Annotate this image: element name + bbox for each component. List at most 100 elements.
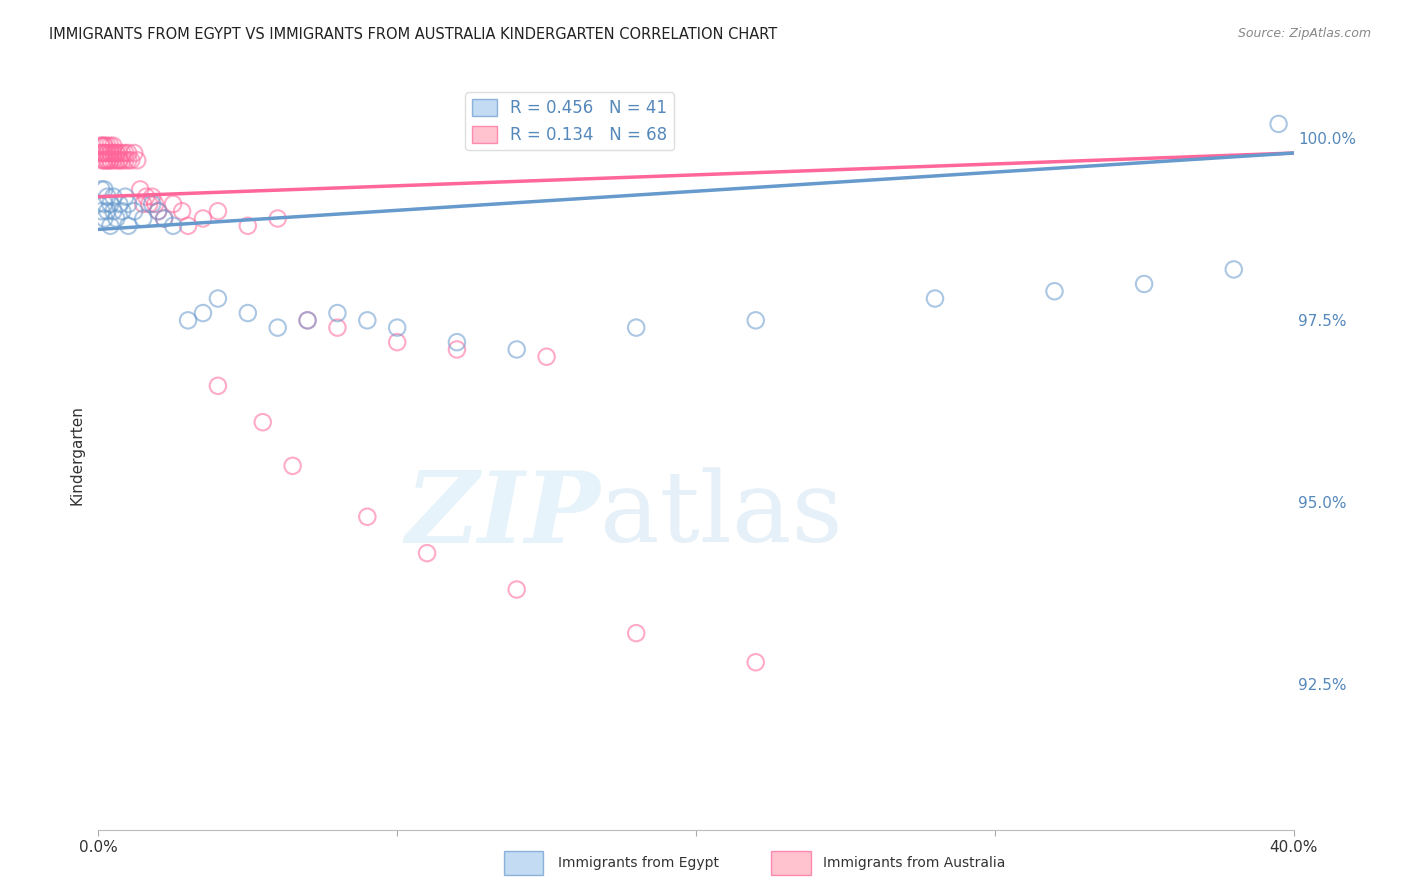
Point	[385, 335, 409, 350]
Point	[90, 182, 112, 196]
Point	[138, 197, 160, 211]
Point	[103, 138, 125, 153]
Point	[236, 219, 259, 233]
Point	[207, 204, 229, 219]
Point	[93, 211, 115, 226]
Point	[1223, 262, 1246, 277]
Point	[267, 320, 290, 334]
Point	[120, 153, 142, 168]
Point	[90, 138, 112, 153]
Point	[108, 146, 131, 161]
Text: Immigrants from Egypt: Immigrants from Egypt	[558, 855, 720, 870]
Point	[162, 219, 184, 233]
Point	[96, 146, 118, 161]
Point	[105, 146, 128, 161]
Point	[1133, 277, 1156, 291]
Point	[96, 189, 118, 203]
Point	[148, 204, 170, 219]
Point	[98, 146, 122, 161]
Point	[93, 182, 115, 196]
Point	[127, 153, 149, 168]
Point	[117, 146, 139, 161]
Point	[385, 320, 409, 334]
Point	[191, 211, 214, 226]
Point	[108, 197, 131, 211]
Point	[252, 415, 274, 429]
Point	[90, 146, 112, 161]
Point	[117, 219, 139, 233]
Point	[626, 626, 648, 640]
Point	[105, 211, 128, 226]
Point	[207, 292, 229, 306]
Point	[103, 189, 125, 203]
Point	[93, 146, 115, 161]
Point	[356, 509, 378, 524]
Point	[236, 306, 259, 320]
Point	[98, 197, 122, 211]
Point	[172, 204, 194, 219]
Point	[446, 343, 468, 357]
Point	[117, 153, 139, 168]
Point	[93, 197, 115, 211]
Point	[98, 146, 122, 161]
Point	[90, 138, 112, 153]
Point	[96, 153, 118, 168]
Point	[141, 189, 163, 203]
Point	[326, 306, 349, 320]
Point	[90, 153, 112, 168]
Text: atlas: atlas	[600, 467, 844, 563]
Point	[506, 343, 529, 357]
Point	[98, 153, 122, 168]
Point	[124, 204, 146, 219]
Text: Immigrants from Australia: Immigrants from Australia	[823, 855, 1005, 870]
Point	[153, 211, 176, 226]
Point	[745, 313, 768, 327]
Point	[111, 204, 134, 219]
Point	[93, 138, 115, 153]
Point	[111, 153, 134, 168]
Point	[129, 182, 152, 196]
Point	[297, 313, 319, 327]
Point	[114, 189, 136, 203]
Point	[105, 153, 128, 168]
Point	[111, 146, 134, 161]
Point	[356, 313, 378, 327]
Point	[326, 320, 349, 334]
FancyBboxPatch shape	[772, 851, 811, 876]
Point	[114, 153, 136, 168]
Point	[924, 292, 946, 306]
Point	[90, 204, 112, 219]
Point	[98, 153, 122, 168]
Point	[132, 197, 155, 211]
Point	[108, 153, 131, 168]
Point	[267, 211, 290, 226]
Point	[132, 211, 155, 226]
Y-axis label: Kindergarten: Kindergarten	[69, 405, 84, 505]
Point	[103, 153, 125, 168]
Point	[141, 197, 163, 211]
Point	[745, 655, 768, 669]
Point	[1267, 117, 1289, 131]
Point	[117, 197, 139, 211]
Point	[98, 219, 122, 233]
Point	[536, 350, 558, 364]
Point	[191, 306, 214, 320]
Point	[177, 313, 200, 327]
Point	[93, 146, 115, 161]
Point	[105, 146, 128, 161]
Point	[93, 153, 115, 168]
FancyBboxPatch shape	[503, 851, 543, 876]
Point	[103, 146, 125, 161]
Point	[103, 204, 125, 219]
Point	[98, 138, 122, 153]
Point	[103, 146, 125, 161]
Text: Source: ZipAtlas.com: Source: ZipAtlas.com	[1237, 27, 1371, 40]
Text: ZIP: ZIP	[405, 467, 600, 563]
Point	[153, 211, 176, 226]
Point	[124, 146, 146, 161]
Point	[114, 146, 136, 161]
Point	[93, 138, 115, 153]
Text: IMMIGRANTS FROM EGYPT VS IMMIGRANTS FROM AUSTRALIA KINDERGARTEN CORRELATION CHAR: IMMIGRANTS FROM EGYPT VS IMMIGRANTS FROM…	[49, 27, 778, 42]
Point	[297, 313, 319, 327]
Point	[177, 219, 200, 233]
